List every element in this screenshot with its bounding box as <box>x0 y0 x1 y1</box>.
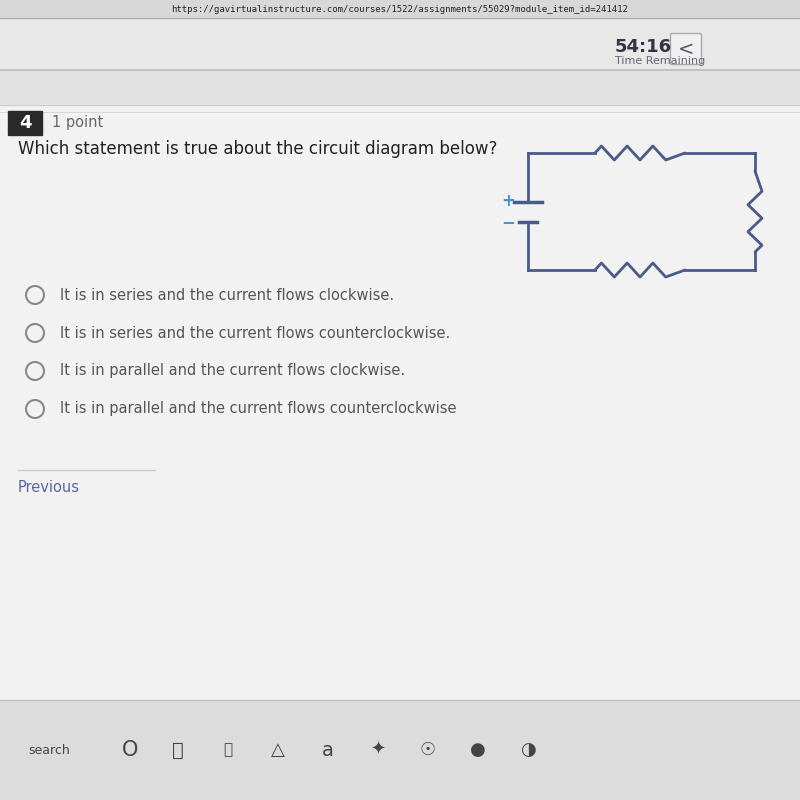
Text: Time Remaining: Time Remaining <box>615 56 706 66</box>
Text: It is in series and the current flows counterclockwise.: It is in series and the current flows co… <box>60 326 450 341</box>
Bar <box>0 0 800 18</box>
FancyBboxPatch shape <box>670 34 702 65</box>
Text: 54:16: 54:16 <box>615 38 672 56</box>
Text: https://gavirtualinstructure.com/courses/1522/assignments/55029?module_item_id=2: https://gavirtualinstructure.com/courses… <box>171 5 629 14</box>
Text: search: search <box>28 743 70 757</box>
Text: ●: ● <box>470 741 486 759</box>
Text: O: O <box>122 740 138 760</box>
Text: <: < <box>678 39 694 58</box>
Bar <box>0 105 800 700</box>
Text: △: △ <box>271 741 285 759</box>
Text: ☉: ☉ <box>420 741 436 759</box>
Text: It is in parallel and the current flows counterclockwise: It is in parallel and the current flows … <box>60 402 457 417</box>
Text: 1 point: 1 point <box>52 115 103 130</box>
Text: a: a <box>322 741 334 759</box>
Text: Which statement is true about the circuit diagram below?: Which statement is true about the circui… <box>18 140 498 158</box>
Text: −: − <box>501 214 515 231</box>
Text: ⬜: ⬜ <box>172 741 184 759</box>
Text: It is in series and the current flows clockwise.: It is in series and the current flows cl… <box>60 287 394 302</box>
Bar <box>0 70 800 105</box>
Bar <box>0 18 800 70</box>
Text: ✦: ✦ <box>370 741 386 759</box>
Text: ⭐: ⭐ <box>223 742 233 758</box>
Text: 4: 4 <box>18 114 31 132</box>
Bar <box>8 111 42 135</box>
Text: It is in parallel and the current flows clockwise.: It is in parallel and the current flows … <box>60 363 405 378</box>
Bar <box>0 700 800 800</box>
Text: +: + <box>501 191 515 210</box>
Text: ◑: ◑ <box>520 741 536 759</box>
Text: Previous: Previous <box>18 481 80 495</box>
